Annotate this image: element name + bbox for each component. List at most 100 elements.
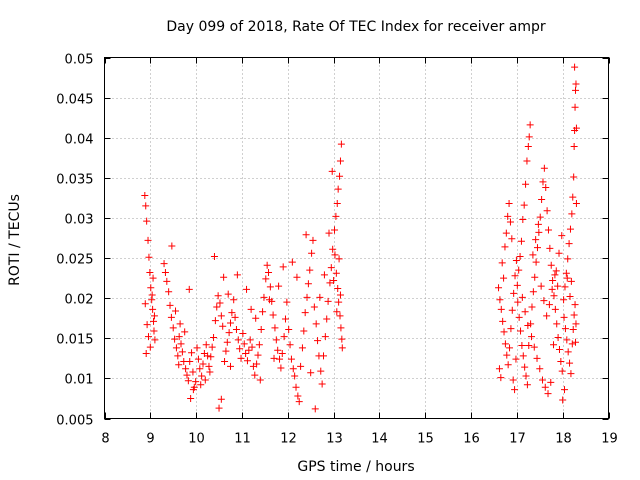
data-point	[172, 344, 180, 352]
data-point	[566, 359, 574, 367]
data-point	[197, 381, 205, 389]
data-point	[338, 344, 346, 352]
data-point	[560, 296, 568, 304]
data-point	[495, 365, 503, 373]
data-point	[217, 395, 225, 403]
data-point	[149, 305, 157, 313]
data-point	[567, 370, 575, 378]
data-point	[335, 255, 343, 263]
data-point	[255, 341, 263, 349]
data-point	[192, 378, 200, 386]
data-point	[533, 244, 541, 252]
data-point	[539, 178, 547, 186]
y-tick-label: 0.015	[56, 333, 93, 348]
data-point	[543, 207, 551, 215]
data-point	[201, 376, 209, 384]
data-point	[185, 285, 193, 293]
data-point	[501, 243, 509, 251]
data-point	[563, 336, 571, 344]
data-point	[541, 383, 549, 391]
data-point	[252, 314, 260, 322]
data-point	[511, 386, 519, 394]
data-point	[555, 249, 563, 257]
x-tick-label: 17	[509, 432, 526, 447]
data-point	[189, 386, 197, 394]
data-point	[572, 200, 580, 208]
data-point	[526, 121, 534, 129]
data-point	[525, 133, 533, 141]
data-point	[318, 380, 326, 388]
data-point	[277, 364, 285, 372]
data-point	[331, 226, 339, 234]
data-point	[198, 372, 206, 380]
data-point	[558, 367, 566, 375]
data-point	[535, 228, 543, 236]
data-point	[271, 324, 279, 332]
data-point	[142, 350, 150, 358]
data-point	[553, 320, 561, 328]
data-point	[150, 312, 158, 320]
data-point	[210, 252, 218, 260]
data-point	[266, 283, 274, 291]
y-tick-label: 0.005	[56, 414, 93, 429]
data-point	[558, 232, 566, 240]
data-point	[529, 288, 537, 296]
data-point	[194, 355, 202, 363]
data-point	[161, 268, 169, 276]
data-point	[332, 212, 340, 220]
data-point	[559, 396, 567, 404]
data-point	[230, 296, 238, 304]
data-point	[293, 273, 301, 281]
data-point	[513, 281, 521, 289]
data-point	[517, 237, 525, 245]
data-point	[516, 252, 524, 260]
data-point	[308, 249, 316, 257]
x-tick-label: 16	[463, 432, 480, 447]
data-point	[505, 200, 513, 208]
data-point	[522, 180, 530, 188]
data-point	[497, 374, 505, 382]
data-point	[147, 284, 155, 292]
data-point	[540, 297, 548, 305]
data-point	[536, 365, 544, 373]
data-point	[569, 193, 577, 201]
data-point	[327, 264, 335, 272]
data-point	[307, 369, 315, 377]
data-point	[208, 343, 216, 351]
data-point	[334, 285, 342, 293]
data-point	[222, 347, 230, 355]
data-point	[144, 333, 152, 341]
data-point	[333, 308, 341, 316]
data-point	[554, 282, 562, 290]
data-point	[320, 352, 328, 360]
data-point	[332, 269, 340, 277]
data-point	[570, 311, 578, 319]
data-point	[336, 291, 344, 299]
data-point	[524, 143, 532, 151]
data-point	[253, 360, 261, 368]
data-point	[543, 312, 551, 320]
data-point	[572, 80, 580, 88]
data-point	[554, 333, 562, 341]
data-point	[263, 261, 271, 269]
data-point	[146, 268, 154, 276]
y-tick-label: 0.025	[56, 253, 93, 268]
data-point	[496, 296, 504, 304]
data-point	[509, 376, 517, 384]
data-point	[569, 325, 577, 333]
data-point	[225, 329, 233, 337]
x-axis-label: GPS time / hours	[297, 459, 414, 475]
data-point	[544, 226, 552, 234]
data-point	[520, 201, 528, 209]
data-point	[567, 277, 575, 285]
data-point	[217, 312, 225, 320]
data-point	[565, 240, 573, 248]
data-point	[561, 386, 569, 394]
data-point	[270, 354, 278, 362]
data-point	[547, 261, 555, 269]
y-tick-label: 0.03	[65, 213, 94, 228]
y-tick-label: 0.05	[65, 53, 94, 68]
data-point	[321, 333, 329, 341]
data-point	[316, 293, 324, 301]
